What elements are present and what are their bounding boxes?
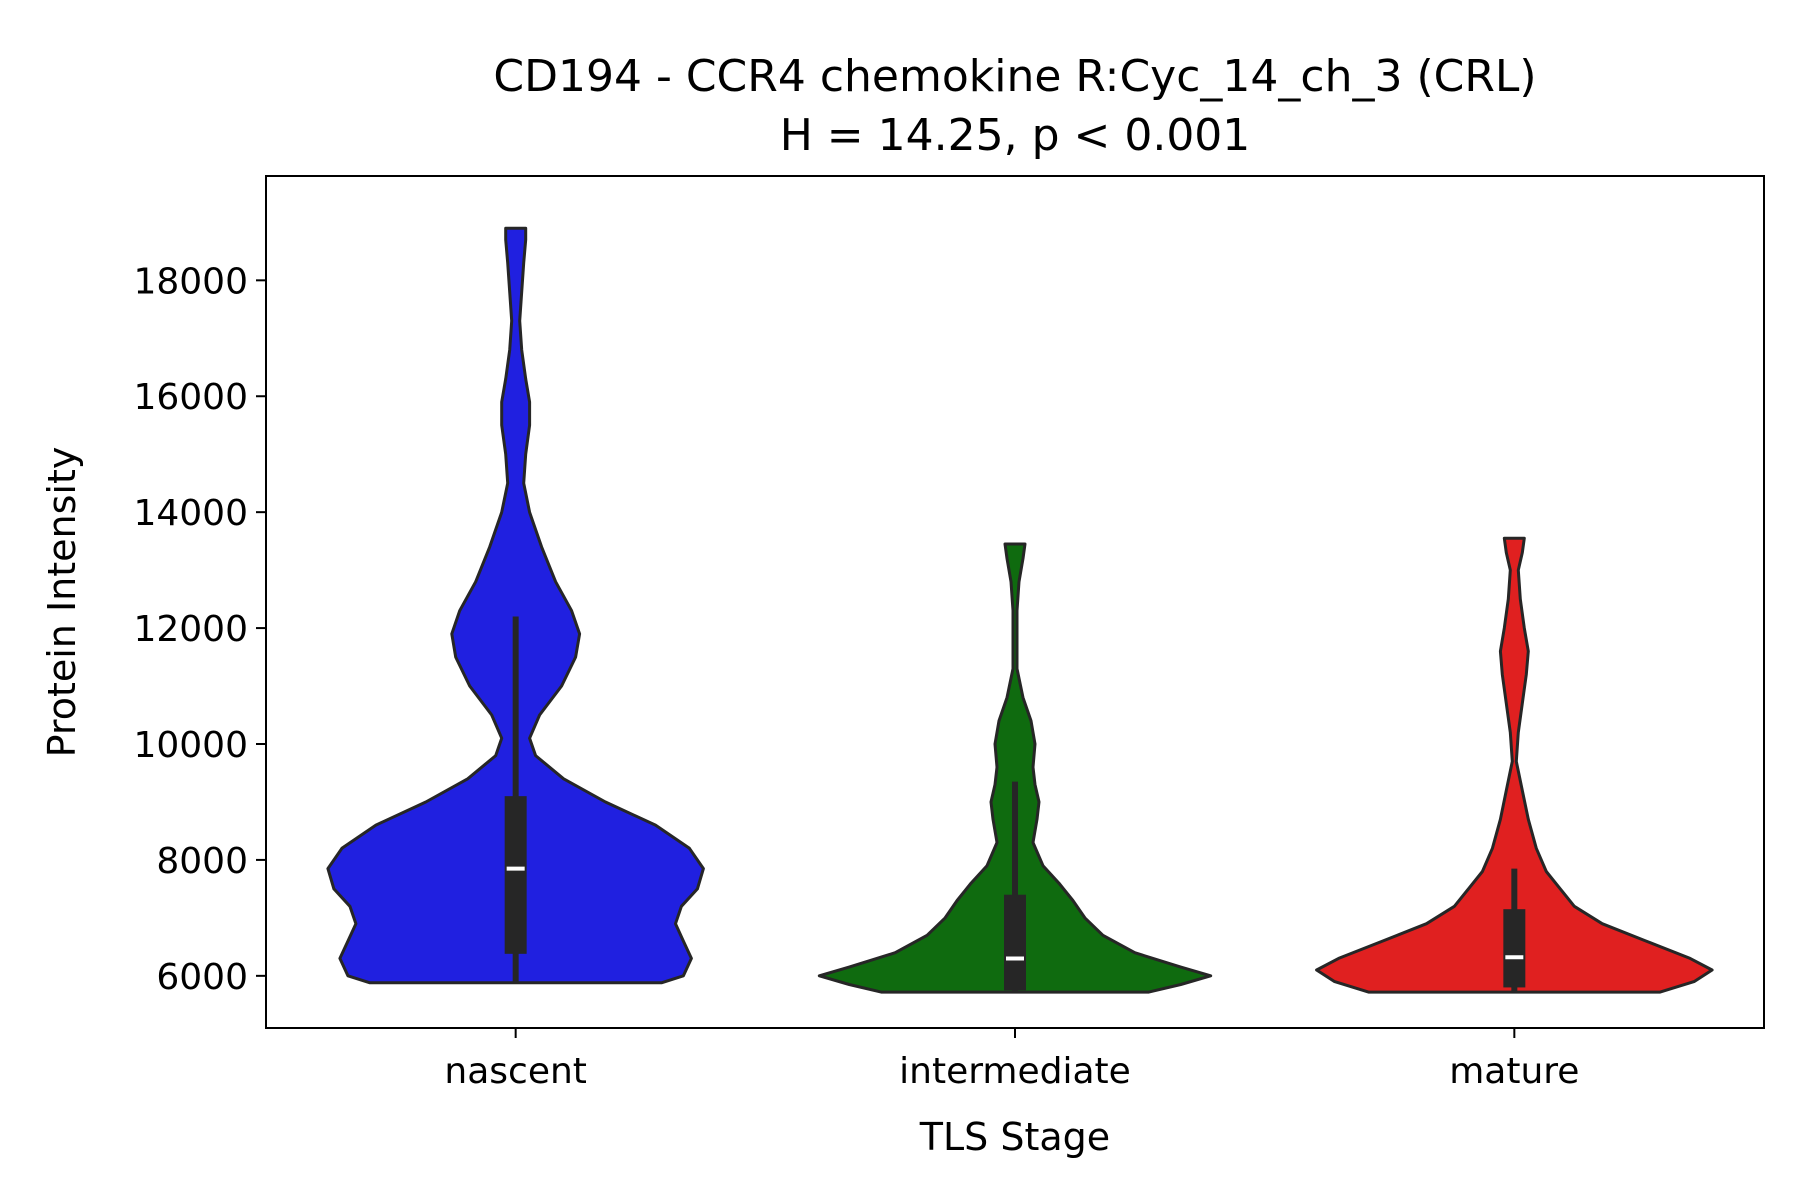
y-axis: 6000 8000 10000 12000 14000 16000 18000 — [133, 261, 266, 998]
chart-title: CD194 - CCR4 chemokine R:Cyc_14_ch_3 (CR… — [493, 51, 1536, 102]
x-tick-label: mature — [1449, 1051, 1579, 1092]
x-tick-label: nascent — [444, 1051, 587, 1092]
iqr-box-intermediate — [1004, 894, 1026, 991]
y-tick-label: 6000 — [156, 957, 248, 998]
x-tick-label: intermediate — [899, 1051, 1131, 1092]
y-axis-label: Protein Intensity — [40, 447, 84, 758]
violin-intermediate — [817, 542, 1213, 994]
y-tick-label: 16000 — [133, 377, 248, 418]
chart-subtitle: H = 14.25, p < 0.001 — [780, 110, 1251, 161]
y-tick-label: 12000 — [133, 609, 248, 650]
y-tick-label: 10000 — [133, 725, 248, 766]
violin-mature — [1315, 536, 1714, 994]
iqr-box-nascent — [504, 796, 527, 954]
y-tick-label: 8000 — [156, 841, 248, 882]
y-tick-label: 18000 — [133, 261, 248, 302]
x-axis: nascent intermediate mature — [444, 1028, 1579, 1092]
iqr-box-mature — [1503, 909, 1526, 988]
plot-area — [326, 226, 1714, 994]
violin-nascent — [326, 226, 705, 985]
x-axis-label: TLS Stage — [919, 1115, 1110, 1159]
y-tick-label: 14000 — [133, 493, 248, 534]
